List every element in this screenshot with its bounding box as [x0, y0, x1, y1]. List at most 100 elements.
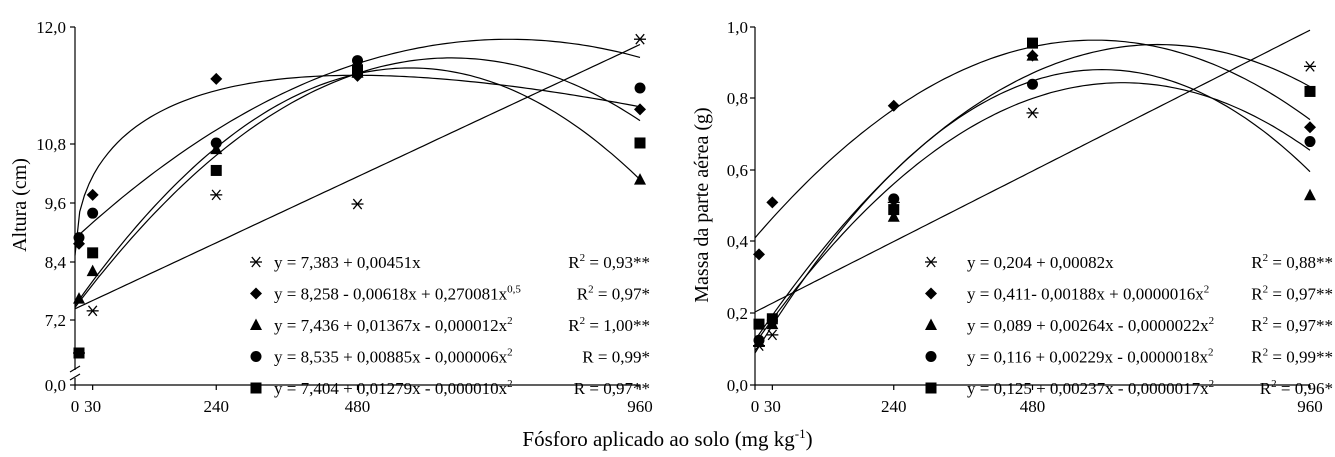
data-point-square	[1304, 85, 1316, 97]
fit-curve-square	[754, 43, 1311, 341]
data-point-square	[634, 137, 646, 149]
legend-r2: R2 = 0,99**	[1251, 347, 1333, 367]
data-point-square	[1027, 37, 1038, 49]
y-tick-label: 0,0	[727, 376, 748, 395]
data-point-square	[766, 313, 778, 325]
legend-marker-square	[925, 382, 937, 394]
data-point-diamond	[753, 248, 765, 261]
y-axis-title: Massa da parte aérea (g)	[691, 107, 713, 302]
legend-marker-triangle	[925, 318, 937, 330]
legend-r2: R2 = 0,97**	[1251, 284, 1333, 304]
x-axis-title-close: )	[805, 427, 813, 451]
y-tick-label: 7,2	[45, 311, 66, 330]
chart-1: 0,0 7,2 8,4 9,6 10,8 12,0 0 30 240 480 960 Altura (…	[9, 18, 653, 416]
legend-marker-diamond	[250, 287, 262, 300]
data-point-circle	[73, 232, 85, 244]
legend-equation: y = 0,089 + 0,00264x - 0,0000022x2	[967, 315, 1214, 335]
data-point-triangle	[86, 264, 99, 277]
y-tick-label: 9,6	[45, 194, 66, 213]
data-point-triangle	[634, 173, 646, 185]
y-axis-title: Altura (cm)	[9, 158, 31, 252]
y-tick-label: 0,2	[727, 304, 748, 323]
fit-curve-asterisk	[74, 43, 641, 310]
y-tick-label: 0,4	[727, 232, 749, 251]
y-tick-label: 0,0	[45, 376, 66, 395]
legend-equation: y = 0,116 + 0,00229x - 0,0000018x2	[967, 347, 1213, 367]
y-tick-label: 12,0	[36, 18, 66, 37]
data-point-circle	[87, 207, 99, 219]
data-point-diamond	[766, 196, 779, 209]
legend-marker-circle	[925, 351, 937, 362]
data-point-circle	[1027, 78, 1038, 90]
data-point-asterisk	[1026, 107, 1039, 119]
fit-curve-diamond	[74, 74, 641, 256]
fit-curve-asterisk	[754, 29, 1311, 313]
legend-equation: y = 0,125 + 0,00237x - 0,0000017x2	[967, 378, 1214, 398]
data-point-square	[87, 247, 99, 259]
legend-r2: R2 = 0,97**	[1251, 315, 1333, 335]
data-point-asterisk	[86, 305, 99, 317]
x-tick-label: 240	[881, 397, 907, 416]
legend-marker-square	[250, 382, 262, 394]
legend-equation: y = 8,535 + 0,00885x - 0,000006x2	[274, 347, 513, 367]
y-tick-label: 10,8	[36, 135, 66, 154]
legend-r2: R = 0,99*	[582, 348, 650, 367]
x-tick-label: 480	[345, 397, 371, 416]
axis-break-mark	[69, 365, 81, 373]
legend-equation: y = 0,411- 0,00188x + 0,0000016x2	[967, 284, 1209, 304]
legend-r2: R2 = 0,96*	[1260, 378, 1333, 398]
data-point-asterisk	[634, 33, 646, 45]
legend-marker-asterisk	[250, 256, 262, 268]
legend-r2: R2 = 0,97*	[577, 284, 650, 304]
legend-equation: y = 7,404 + 0,01279x - 0,000010x2	[274, 378, 513, 398]
x-tick-label: 0	[751, 397, 760, 416]
x-tick-label: 30	[84, 397, 101, 416]
data-point-square	[888, 204, 900, 216]
x-tick-label: 30	[764, 397, 781, 416]
x-axis-title-sup: -1	[794, 426, 806, 441]
data-point-diamond	[887, 99, 900, 112]
x-axis-title: Fósforo aplicado ao solo (mg kg-1)	[0, 426, 1335, 452]
y-tick-label: 0,6	[727, 161, 748, 180]
data-point-circle	[210, 137, 222, 149]
data-point-triangle	[887, 210, 900, 222]
fit-curve-diamond	[754, 39, 1311, 239]
x-tick-label: 480	[1020, 397, 1046, 416]
legend-r2: R = 0,97**	[574, 379, 650, 398]
data-point-circle	[634, 82, 646, 94]
fit-curve-circle	[754, 82, 1311, 344]
legend-marker-asterisk	[925, 256, 937, 268]
legend-r2: R2 = 0,93**	[568, 252, 650, 272]
data-point-diamond	[634, 103, 646, 116]
data-point-asterisk	[1304, 60, 1316, 72]
y-tick-label: 0,8	[727, 89, 748, 108]
x-tick-label: 960	[627, 397, 653, 416]
data-point-square	[352, 64, 363, 76]
data-point-circle	[753, 334, 765, 346]
legend-equation: y = 7,436 + 0,01367x - 0,000012x2	[274, 315, 513, 335]
data-point-triangle	[1026, 49, 1039, 61]
x-tick-label: 960	[1297, 397, 1323, 416]
data-point-circle	[1304, 136, 1316, 148]
legend-marker-triangle	[250, 318, 262, 330]
data-point-diamond	[1304, 121, 1316, 134]
legend-equation: y = 8,258 - 0,00618x + 0,270081x0,5	[274, 284, 521, 304]
chart-2: 0,0 0,2 0,4 0,6 0,8 1,0 0 30 240 480 960 Massa da p…	[691, 18, 1333, 416]
legend-marker-circle	[250, 351, 262, 362]
data-point-circle	[352, 55, 363, 67]
data-point-asterisk	[210, 189, 223, 201]
legend-r2: R2 = 0,88**	[1251, 252, 1333, 272]
data-point-asterisk	[766, 329, 779, 341]
legend-marker-diamond	[925, 287, 937, 300]
axis-break-mark	[69, 373, 81, 381]
data-point-asterisk	[351, 198, 364, 210]
x-tick-label: 0	[71, 397, 80, 416]
data-point-diamond	[86, 188, 99, 201]
y-tick-label: 8,4	[45, 253, 67, 272]
data-point-square	[210, 164, 222, 176]
legend-equation: y = 0,204 + 0,00082x	[967, 253, 1114, 272]
x-tick-label: 240	[204, 397, 230, 416]
data-point-square	[73, 347, 85, 359]
data-point-diamond	[210, 72, 223, 85]
